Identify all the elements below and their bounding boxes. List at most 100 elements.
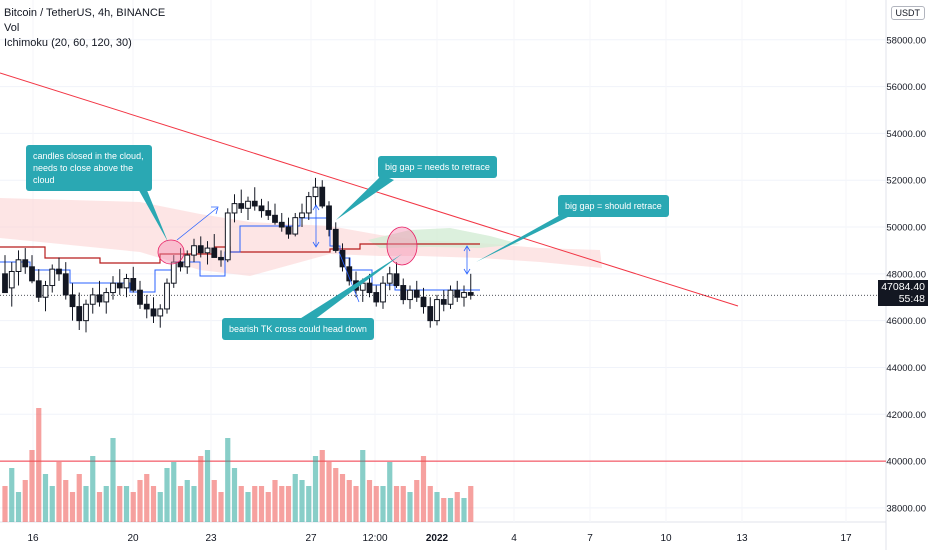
candle-body: [386, 273, 393, 284]
arrow-up-blue: [176, 207, 218, 241]
ichimoku-cloud-bull: [368, 228, 520, 248]
y-tick-label: 46000.00: [886, 316, 926, 327]
volume-bar: [150, 486, 157, 522]
x-tick-label: 10: [660, 533, 672, 544]
volume-bar: [76, 474, 82, 522]
candle-body: [407, 289, 413, 301]
candle-body: [22, 259, 29, 268]
y-tick-label: 44000.00: [886, 363, 926, 374]
volume-bar: [56, 462, 62, 522]
volume-bar: [420, 456, 427, 522]
callout-pointer-tk-cross: [298, 254, 402, 320]
volume-bar: [427, 486, 433, 522]
volume-bar: [441, 498, 447, 522]
candle-body: [103, 292, 110, 303]
candle-body: [123, 278, 130, 289]
x-tick-label: 16: [27, 533, 39, 544]
volume-bar: [380, 486, 386, 522]
candle-body: [89, 294, 96, 305]
candle-body: [467, 292, 474, 296]
legend-ichimoku: Ichimoku (20, 60, 120, 30): [4, 37, 132, 49]
candle-body: [299, 212, 305, 219]
volume-bar: [306, 486, 312, 522]
callout-tk-cross[interactable]: bearish TK cross could head down: [222, 318, 374, 340]
volume-bar: [279, 486, 285, 522]
volume-bar: [447, 498, 454, 522]
candle-body: [258, 205, 265, 212]
x-tick-label: 2022: [426, 533, 449, 544]
callout-gap-right[interactable]: big gap = should retrace: [558, 195, 669, 217]
ichimoku-cloud-bear: [0, 198, 602, 276]
y-tick-label: 52000.00: [886, 176, 926, 187]
volume-bar: [434, 492, 440, 522]
volume-bar: [339, 474, 346, 522]
volume-bar: [69, 492, 76, 522]
candle-body: [110, 282, 116, 294]
volume-bar: [123, 486, 130, 522]
volume-bar: [2, 486, 8, 522]
volume-bar: [218, 492, 224, 522]
volume-bar: [191, 486, 197, 522]
candle-body: [2, 273, 8, 294]
callout-pointer-cloud: [132, 178, 168, 242]
candle-body: [373, 292, 380, 303]
gap-arrow-left-head-up: [312, 204, 320, 211]
volume-bar: [164, 468, 170, 522]
volume-bar: [204, 450, 211, 522]
candle-body: [49, 268, 56, 287]
candle-body: [150, 308, 157, 317]
candle-body: [69, 294, 76, 308]
candle-body: [137, 289, 143, 305]
gap-arrow-left-head-down: [312, 241, 320, 248]
volume-bar: [292, 474, 298, 522]
x-tick-label: 7: [587, 533, 593, 544]
x-tick-label: 20: [127, 533, 139, 544]
candle-body: [116, 282, 123, 289]
candle-body: [164, 282, 170, 310]
volume-bar: [346, 480, 352, 522]
candle-body: [420, 296, 427, 308]
last-price-value: 47084.40: [881, 281, 925, 293]
volume-bar: [184, 480, 190, 522]
volume-bar: [110, 438, 116, 522]
candle-body: [8, 270, 15, 289]
volume-bar: [103, 486, 109, 522]
currency-badge[interactable]: USDT: [890, 6, 925, 20]
callout-pointer-gap-right: [476, 214, 574, 262]
volume-bar: [83, 486, 89, 522]
volume-bar: [258, 486, 265, 522]
candle-body: [170, 261, 177, 284]
bar-countdown: 55:48: [898, 293, 925, 305]
legend-vol: Vol: [4, 22, 20, 34]
gap-arrow-right-head-down: [463, 268, 471, 275]
candle-body: [83, 303, 89, 322]
arrow-up-blue-head: [211, 206, 219, 215]
candle-body: [191, 245, 197, 256]
volume-bar: [400, 486, 406, 522]
volume-bar: [137, 480, 143, 522]
volume-bar: [333, 468, 339, 522]
y-tick-label: 38000.00: [886, 503, 926, 514]
candle-body: [143, 303, 150, 310]
candle-body: [204, 247, 211, 254]
candle-body: [224, 212, 231, 261]
volume-bar: [96, 492, 103, 522]
y-tick-label: 50000.00: [886, 223, 926, 234]
y-tick-label: 48000.00: [886, 269, 926, 280]
volume-bar: [407, 492, 413, 522]
x-tick-label: 17: [840, 533, 852, 544]
volume-bar: [144, 474, 150, 522]
volume-bar: [414, 480, 420, 522]
volume-bar: [366, 480, 373, 522]
volume-bar: [326, 462, 332, 522]
callout-cloud-note[interactable]: candles closed in the cloud, needs to cl…: [26, 145, 152, 191]
candle-body: [278, 221, 285, 228]
candle-body: [157, 308, 164, 317]
candle-body: [366, 282, 373, 294]
candle-body: [56, 268, 62, 275]
candle-body: [447, 289, 454, 305]
candle-body: [332, 228, 339, 251]
callout-gap-left[interactable]: big gap = needs to retrace: [378, 156, 497, 178]
